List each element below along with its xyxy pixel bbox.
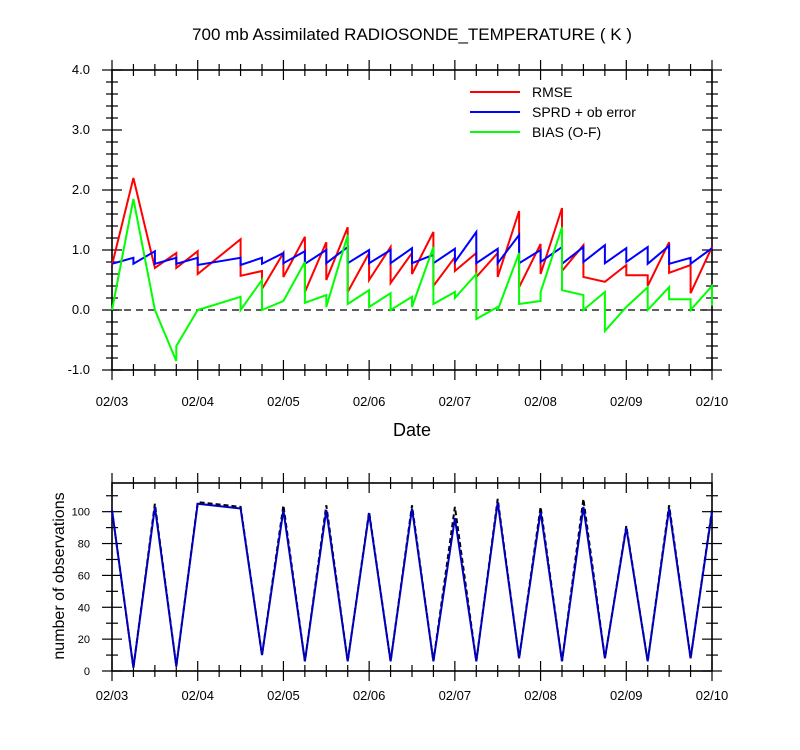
bottom-y-axis-label: number of observations — [51, 492, 68, 659]
y-tick-label: 1.0 — [72, 242, 90, 257]
x-tick-label: 02/10 — [696, 688, 729, 703]
x-tick-label: 02/05 — [267, 394, 300, 409]
x-tick-label: 02/05 — [267, 688, 300, 703]
x-tick-label: 02/04 — [181, 688, 214, 703]
x-tick-label: 02/08 — [524, 688, 557, 703]
y-tick-label: 2.0 — [72, 182, 90, 197]
x-tick-label: 02/09 — [610, 394, 643, 409]
top-x-axis-label: Date — [393, 420, 431, 440]
legend-label: RMSE — [532, 84, 572, 100]
x-tick-label: 02/08 — [524, 394, 557, 409]
y-tick-label: 0 — [84, 666, 90, 678]
x-tick-label: 02/06 — [353, 394, 386, 409]
x-tick-label: 02/04 — [181, 394, 214, 409]
y-tick-label: 80 — [78, 539, 90, 551]
y-tick-label: 20 — [78, 634, 90, 646]
top-chart-panel: 700 mb Assimilated RADIOSONDE_TEMPERATUR… — [68, 25, 729, 440]
y-tick-label: -1.0 — [68, 362, 90, 377]
y-tick-label: 40 — [78, 602, 90, 614]
series-line-sprd-ob-error — [111, 228, 713, 267]
x-tick-label: 02/07 — [439, 688, 472, 703]
series-line-possible — [111, 498, 713, 668]
y-tick-label: 0.0 — [72, 302, 90, 317]
series-line-bias-o-f — [111, 198, 713, 362]
x-tick-label: 02/03 — [96, 394, 129, 409]
x-tick-label: 02/07 — [439, 394, 472, 409]
y-tick-label: 60 — [78, 570, 90, 582]
y-tick-label: 100 — [72, 507, 90, 519]
legend-label: SPRD + ob error — [532, 104, 636, 120]
legend-label: BIAS (O-F) — [532, 124, 601, 140]
chart-title: 700 mb Assimilated RADIOSONDE_TEMPERATUR… — [192, 25, 632, 44]
bottom-chart-panel: number of observations 02/03 02/04 02/05 02… — [51, 473, 728, 703]
series-line-used — [111, 501, 713, 668]
x-tick-label: 02/03 — [96, 688, 129, 703]
x-tick-label: 02/06 — [353, 688, 386, 703]
series-line-rmse — [111, 177, 713, 294]
y-tick-label: 4.0 — [72, 62, 90, 77]
x-tick-label: 02/10 — [696, 394, 729, 409]
x-tick-label: 02/09 — [610, 688, 643, 703]
y-tick-label: 3.0 — [72, 122, 90, 137]
